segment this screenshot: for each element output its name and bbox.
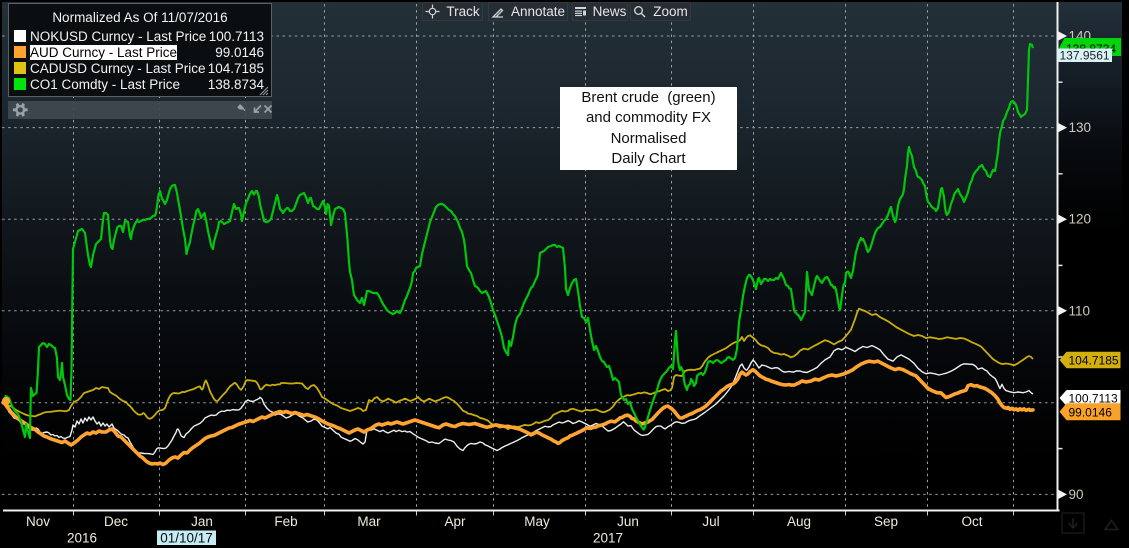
svg-text:Mar: Mar (357, 514, 381, 529)
svg-text:Apr: Apr (444, 514, 466, 529)
svg-text:Dec: Dec (104, 514, 128, 529)
svg-text:Feb: Feb (274, 514, 297, 529)
svg-text:Oct: Oct (961, 514, 982, 529)
svg-text:Jan: Jan (191, 514, 213, 529)
svg-text:Jul: Jul (702, 514, 719, 529)
svg-text:99.0146: 99.0146 (1069, 405, 1113, 419)
svg-text:137.9561: 137.9561 (1060, 49, 1110, 63)
svg-text:Sep: Sep (874, 514, 898, 529)
svg-text:130: 130 (1069, 120, 1092, 135)
svg-text:Jun: Jun (617, 514, 639, 529)
svg-text:May: May (524, 514, 550, 529)
svg-text:110: 110 (1069, 303, 1091, 318)
svg-text:100.7113: 100.7113 (1069, 392, 1118, 406)
svg-text:2017: 2017 (593, 531, 623, 546)
svg-text:01/10/17: 01/10/17 (160, 531, 213, 546)
svg-text:120: 120 (1069, 212, 1092, 227)
svg-text:Nov: Nov (26, 514, 50, 529)
svg-text:2016: 2016 (67, 531, 97, 546)
svg-text:90: 90 (1069, 487, 1084, 502)
svg-text:104.7185: 104.7185 (1069, 354, 1119, 368)
svg-text:Aug: Aug (787, 514, 811, 529)
